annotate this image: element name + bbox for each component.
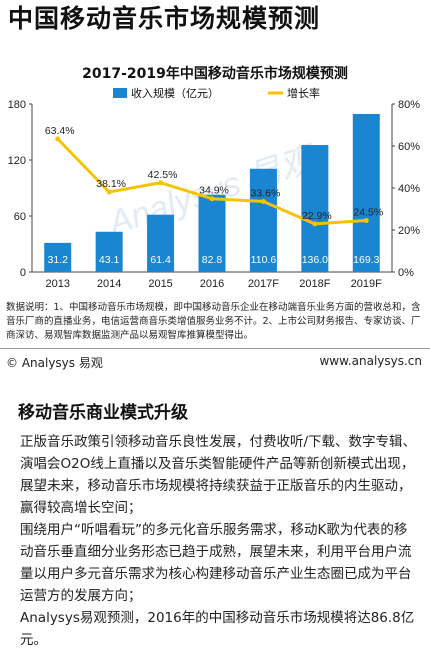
growth-value-label: 38.1%	[96, 178, 126, 190]
legend-line-label: 增长率	[287, 86, 320, 100]
growth-value-label: 34.9%	[199, 185, 229, 197]
bar	[352, 113, 380, 272]
bar	[44, 242, 72, 272]
x-tick-label: 2016	[200, 278, 224, 290]
growth-point	[55, 136, 61, 142]
legend-bar-swatch	[113, 88, 127, 98]
x-tick-label: 2017F	[248, 278, 279, 290]
bar-value-label: 61.4	[150, 254, 171, 266]
growth-value-label: 24.5%	[353, 207, 383, 219]
y-right-tick-label: 40%	[398, 183, 420, 195]
growth-value-label: 42.5%	[148, 169, 178, 181]
y-right-tick-label: 60%	[398, 141, 420, 153]
growth-point	[363, 218, 369, 224]
bar	[301, 145, 329, 272]
bar-value-label: 31.2	[47, 254, 68, 266]
growth-value-label: 33.6%	[251, 187, 281, 199]
growth-value-label: 63.4%	[45, 125, 75, 137]
growth-point	[312, 221, 318, 227]
paragraph-1: 正版音乐政策引领移动音乐良性发展，付费收听/下载、数字专辑、演唱会O2O线上直播…	[20, 434, 417, 516]
bar-value-label: 82.8	[202, 254, 223, 266]
bar-value-label: 110.6	[251, 254, 277, 266]
bar-value-label: 169.3	[353, 254, 379, 266]
legend-bar-label: 收入规模（亿元）	[131, 86, 219, 100]
website-text: www.analysys.cn	[319, 354, 422, 368]
footer-divider	[0, 348, 430, 349]
y-right-tick-label: 20%	[398, 225, 420, 237]
y-right-tick-label: 0%	[398, 267, 414, 279]
x-tick-label: 2014	[97, 278, 121, 290]
paragraph-2: 围绕用户“听唱看玩”的多元化音乐服务需求，移动K歌为代表的移动音乐垂直细分业务形…	[20, 522, 412, 604]
x-tick-label: 2013	[45, 278, 69, 290]
x-tick-label: 2019F	[351, 278, 382, 290]
growth-point	[106, 189, 112, 195]
y-right-tick-label: 80%	[398, 99, 420, 111]
bar	[198, 194, 226, 272]
growth-point	[260, 198, 266, 204]
top-banner: 中国移动音乐市场规模预测	[0, 0, 430, 40]
bar	[147, 214, 175, 272]
section-title: 移动音乐商业模式升级	[18, 403, 188, 423]
chart-title: 2017-2019年中国移动音乐市场规模预测	[82, 66, 348, 82]
y-left-tick-label: 60	[14, 211, 26, 223]
y-left-tick-label: 180	[8, 99, 26, 111]
page-title: 中国移动音乐市场规模预测	[8, 4, 321, 33]
bar	[249, 168, 277, 272]
y-left-tick-label: 0	[20, 267, 26, 279]
bar-value-label: 136.0	[302, 254, 328, 266]
x-tick-label: 2015	[148, 278, 172, 290]
data-note: 数据说明：1、中国移动音乐市场规模，即中国移动音乐企业在移动端音乐业务方面的营收…	[6, 302, 421, 341]
paragraph-3: Analysys易观预测，2016年的中国移动音乐市场规模将达86.8亿元。	[20, 610, 415, 648]
bar	[95, 231, 123, 272]
growth-point	[158, 180, 164, 186]
copyright-text: © Analysys 易观	[6, 356, 103, 370]
x-tick-label: 2018F	[299, 278, 330, 290]
bar-value-label: 43.1	[99, 254, 120, 266]
y-left-tick-label: 120	[8, 155, 26, 167]
growth-value-label: 22.9%	[302, 210, 332, 222]
growth-point	[209, 196, 215, 202]
